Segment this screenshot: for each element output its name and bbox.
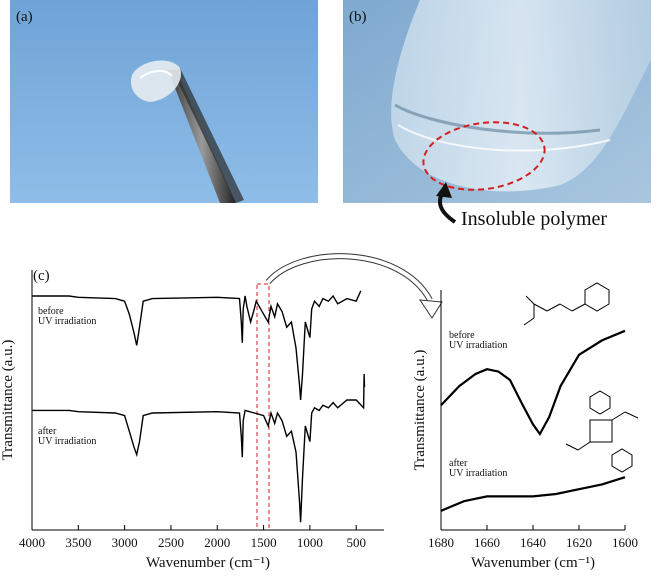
- photo-a: (a): [10, 0, 318, 203]
- zoom-arrow: [265, 253, 433, 302]
- structure-before: [523, 282, 610, 326]
- spectrum-line: [32, 290, 362, 401]
- x-tick-label: 2000: [204, 535, 230, 550]
- y-axis-title: Transmittance (a.u.): [0, 340, 16, 461]
- x-tick-label: 1600: [612, 535, 638, 550]
- curve-label: before: [38, 306, 64, 317]
- curve-label: after: [449, 458, 468, 469]
- x-tick-label: 2500: [158, 535, 184, 550]
- x-tick-label: 1000: [297, 535, 323, 550]
- x-tick-label: 3500: [65, 535, 91, 550]
- x-tick-label: 1500: [251, 535, 277, 550]
- spectrum-line: [440, 476, 626, 512]
- x-tick-label: 1660: [474, 535, 500, 550]
- spectrum-line: [440, 329, 626, 437]
- photo-b: (b) Insoluble polymer: [343, 0, 651, 230]
- x-axis-title: Wavenumber (cm⁻¹): [471, 555, 595, 571]
- structure-after: [565, 390, 639, 473]
- curve-label: UV irradiation: [449, 340, 507, 351]
- curve-label: UV irradiation: [449, 468, 507, 479]
- x-tick-label: 1680: [428, 535, 454, 550]
- x-tick-label: 500: [346, 535, 366, 550]
- spectrum-line: [32, 373, 366, 523]
- panel-label: (b): [349, 9, 367, 25]
- panel-label: (a): [16, 9, 33, 25]
- curve-label: UV irradiation: [38, 436, 96, 447]
- curve-label: before: [449, 330, 475, 341]
- zoom-box: [256, 283, 270, 531]
- x-tick-label: 3000: [112, 535, 138, 550]
- x-tick-label: 4000: [19, 535, 45, 550]
- photo-caption: Insoluble polymer: [461, 208, 607, 230]
- curve-label: UV irradiation: [38, 316, 96, 327]
- y-axis-title: Transmittance (a.u.): [412, 350, 428, 471]
- x-axis-title: Wavenumber (cm⁻¹): [146, 555, 270, 571]
- panel-label: (c): [33, 268, 50, 284]
- x-tick-label: 1640: [520, 535, 546, 550]
- x-tick-label: 1620: [566, 535, 592, 550]
- curve-label: after: [38, 426, 57, 437]
